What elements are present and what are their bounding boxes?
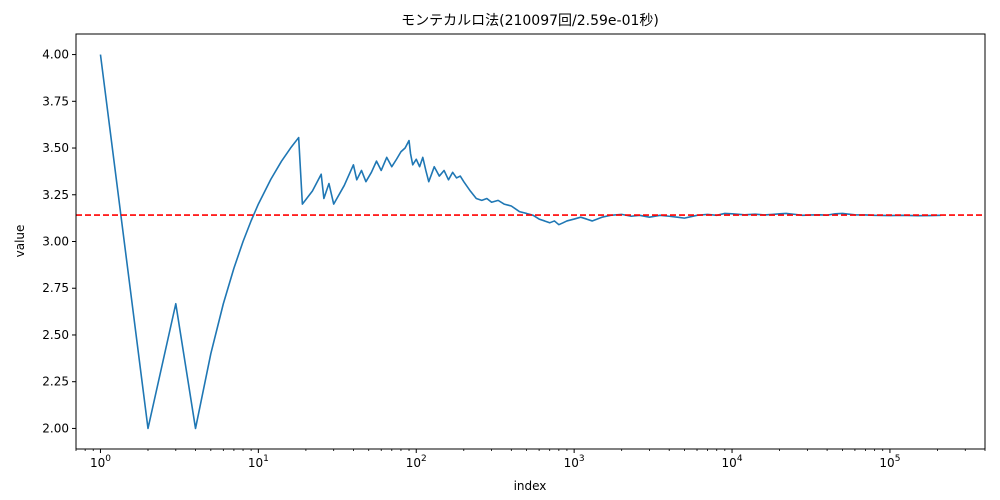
x-axis-label: index bbox=[514, 479, 547, 493]
y-tick-label: 3.00 bbox=[42, 235, 69, 249]
y-tick-label: 3.50 bbox=[42, 141, 69, 155]
y-tick-label: 2.25 bbox=[42, 375, 69, 389]
y-tick-label: 3.25 bbox=[42, 188, 69, 202]
y-tick-label: 2.75 bbox=[42, 281, 69, 295]
y-axis-ticks: 2.00 2.25 2.50 2.75 3.00 3.25 3.50 3.75 4.00 bbox=[42, 48, 76, 435]
y-tick-label: 4.00 bbox=[42, 48, 69, 62]
plot-frame bbox=[75, 33, 986, 450]
x-tick-label: 102 bbox=[406, 454, 427, 470]
y-tick-label: 2.00 bbox=[42, 421, 69, 435]
plot-area bbox=[76, 54, 985, 430]
x-tick-label: 101 bbox=[248, 454, 269, 470]
x-tick-label: 100 bbox=[90, 454, 111, 470]
y-axis-label: value bbox=[13, 225, 27, 258]
y-tick-label: 2.50 bbox=[42, 328, 69, 342]
y-tick-label: 3.75 bbox=[42, 94, 69, 108]
x-tick-label: 103 bbox=[564, 454, 585, 470]
x-tick-label: 105 bbox=[879, 454, 900, 470]
chart-title: モンテカルロ法(210097回/2.59e-01秒) bbox=[401, 13, 659, 29]
x-tick-label: 104 bbox=[722, 454, 743, 470]
